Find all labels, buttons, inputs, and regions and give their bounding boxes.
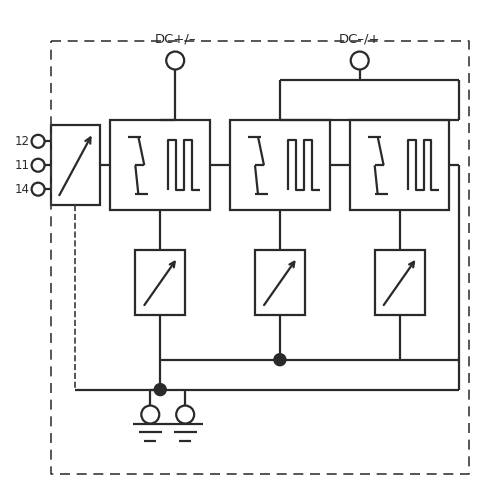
Bar bbox=[374, 250, 424, 315]
Circle shape bbox=[154, 384, 166, 396]
Bar bbox=[110, 120, 210, 210]
Bar bbox=[230, 120, 330, 210]
Circle shape bbox=[32, 182, 44, 196]
Bar bbox=[350, 120, 450, 210]
Text: DC+/–: DC+/– bbox=[154, 32, 196, 46]
Bar bbox=[136, 250, 185, 315]
Circle shape bbox=[142, 406, 160, 423]
Text: 12: 12 bbox=[14, 135, 30, 148]
Circle shape bbox=[274, 354, 286, 366]
Text: DC–/+: DC–/+ bbox=[339, 32, 380, 46]
Circle shape bbox=[32, 159, 44, 172]
Text: 11: 11 bbox=[14, 158, 30, 172]
Circle shape bbox=[350, 52, 368, 70]
Text: 14: 14 bbox=[14, 182, 30, 196]
Circle shape bbox=[166, 52, 184, 70]
Circle shape bbox=[176, 406, 194, 423]
Circle shape bbox=[32, 135, 44, 148]
Bar bbox=[50, 126, 100, 205]
Bar bbox=[255, 250, 305, 315]
